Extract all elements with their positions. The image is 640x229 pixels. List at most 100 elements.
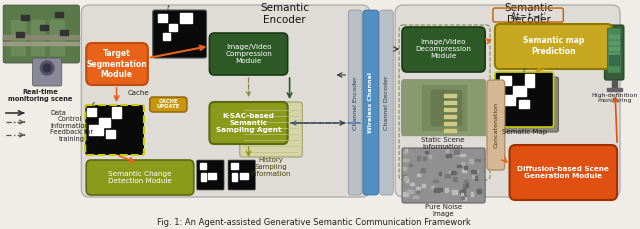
Bar [435, 188, 439, 192]
Bar [476, 170, 478, 172]
Bar [449, 171, 452, 173]
Bar [40, 25, 48, 30]
Bar [519, 100, 529, 108]
Bar [444, 108, 456, 111]
Bar [50, 20, 64, 55]
Bar [609, 59, 619, 62]
FancyBboxPatch shape [86, 160, 194, 195]
FancyBboxPatch shape [153, 10, 207, 58]
Bar [55, 12, 63, 17]
Bar [612, 80, 617, 88]
Bar [461, 162, 463, 165]
Text: t': t' [522, 68, 526, 73]
Bar [513, 86, 526, 96]
Bar [416, 187, 420, 189]
Bar [454, 172, 457, 174]
Bar [500, 95, 515, 105]
Bar [403, 175, 406, 177]
Bar [3, 35, 79, 39]
Bar [472, 175, 474, 178]
Circle shape [40, 61, 54, 75]
Bar [232, 173, 237, 181]
Bar [609, 55, 619, 65]
Bar [607, 88, 622, 91]
Text: CACHE
UPDATE: CACHE UPDATE [157, 99, 180, 109]
FancyBboxPatch shape [86, 43, 148, 85]
Text: Image/Video
Decompression
Module: Image/Video Decompression Module [415, 39, 471, 59]
Bar [609, 47, 619, 50]
FancyBboxPatch shape [604, 25, 624, 80]
Text: Wireless Channel: Wireless Channel [368, 73, 373, 134]
Bar [463, 180, 468, 182]
Bar [426, 151, 428, 153]
Bar [404, 176, 407, 180]
FancyBboxPatch shape [402, 80, 485, 135]
Bar [403, 192, 408, 196]
Bar [106, 130, 115, 138]
Bar [609, 35, 619, 38]
Text: Control
Information: Control Information [50, 115, 89, 128]
Bar [463, 166, 467, 169]
Text: Semantic
Encoder: Semantic Encoder [260, 3, 309, 25]
FancyBboxPatch shape [209, 33, 287, 75]
Bar [463, 197, 465, 200]
Bar [209, 173, 216, 179]
Bar [431, 90, 461, 125]
Text: t: t [167, 5, 170, 11]
Bar [456, 151, 458, 155]
FancyBboxPatch shape [240, 102, 302, 157]
Text: t': t' [92, 101, 96, 106]
Bar [444, 129, 456, 132]
Bar [3, 42, 79, 45]
Bar [417, 174, 420, 176]
Text: Fig. 1: An Agent-assisted Generative Semantic Communication Framework: Fig. 1: An Agent-assisted Generative Sem… [157, 218, 471, 226]
Text: Target
Segmentation
Module: Target Segmentation Module [86, 49, 147, 79]
Bar [410, 183, 413, 185]
Bar [476, 176, 477, 180]
Bar [446, 154, 451, 157]
Bar [163, 33, 170, 40]
FancyBboxPatch shape [500, 77, 559, 132]
Bar [408, 190, 413, 193]
Bar [439, 172, 441, 175]
Circle shape [44, 64, 51, 72]
Text: High-definition
monitoring: High-definition monitoring [591, 93, 637, 104]
FancyBboxPatch shape [402, 27, 485, 72]
Text: Semantic map
Prediction: Semantic map Prediction [523, 36, 584, 56]
Bar [609, 53, 619, 56]
Bar [477, 189, 481, 193]
Bar [429, 155, 431, 158]
FancyBboxPatch shape [402, 148, 485, 203]
Bar [417, 156, 420, 160]
FancyBboxPatch shape [348, 10, 362, 195]
Bar [454, 150, 459, 154]
Bar [444, 122, 456, 125]
Text: Semantic
Decoder: Semantic Decoder [504, 3, 554, 25]
Bar [453, 177, 457, 181]
Text: History
Sampling
Information: History Sampling Information [251, 157, 291, 177]
Bar [437, 188, 442, 191]
Bar [413, 196, 418, 198]
Bar [461, 197, 463, 199]
Text: Channel Encoder: Channel Encoder [353, 76, 358, 130]
Bar [445, 188, 448, 192]
Bar [420, 168, 426, 172]
Bar [433, 180, 438, 182]
Bar [465, 183, 468, 187]
Bar [446, 149, 448, 153]
FancyBboxPatch shape [495, 72, 554, 127]
FancyBboxPatch shape [509, 145, 617, 200]
Bar [111, 107, 122, 118]
Bar [525, 74, 534, 87]
Bar [472, 170, 476, 173]
Text: Static Scene
Information: Static Scene Information [421, 136, 465, 150]
Bar [405, 149, 407, 152]
Bar [460, 154, 465, 156]
Bar [20, 15, 29, 20]
Text: Channel Decoder: Channel Decoder [384, 76, 389, 130]
Bar [404, 151, 406, 153]
FancyBboxPatch shape [150, 97, 187, 112]
Bar [200, 173, 205, 181]
Bar [422, 85, 465, 130]
Text: Image/Video
Compression
Module: Image/Video Compression Module [225, 44, 272, 64]
